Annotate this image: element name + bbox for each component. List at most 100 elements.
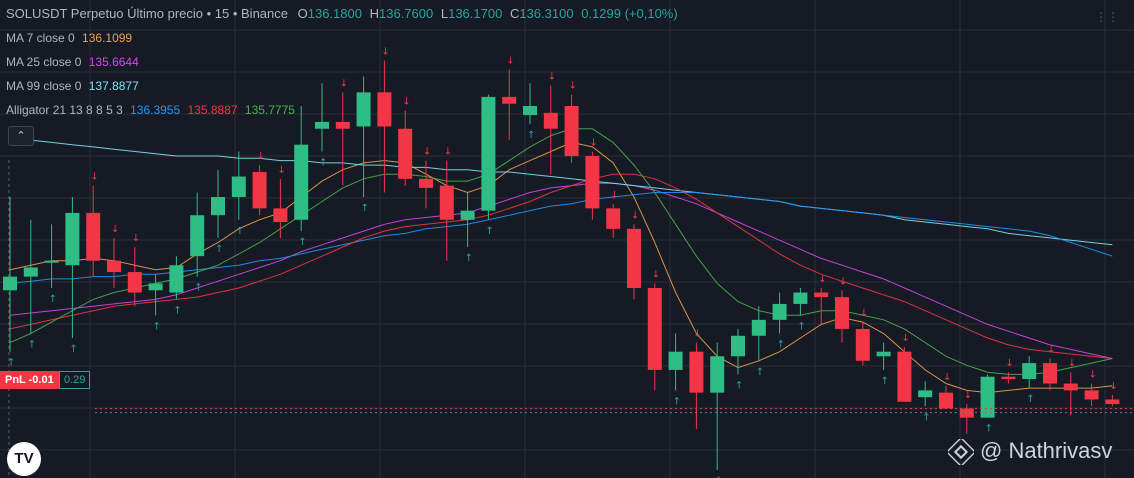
candles <box>3 60 1120 470</box>
alligator-jaw-line <box>9 192 1113 284</box>
symbol-header[interactable]: SOLUSDT Perpetuo Último precio • 15 • Bi… <box>6 6 682 21</box>
sell-arrow-icon: ↓ <box>589 138 597 149</box>
candle-down <box>252 171 267 209</box>
candle-up <box>211 197 225 216</box>
sell-arrow-icon: ↓ <box>1109 381 1117 392</box>
sell-arrow-icon: ↓ <box>1005 358 1013 369</box>
candle-down <box>543 112 558 129</box>
signal-arrows: ↑ ↑ ↑ ↑ ↓ ↓ ↓ ↑ ↑ ↑ ↑ ↑ ↓ ↓ ↑ ↑ ↓ ↑ ↓ ↓ ↓ ↓ ↑ ↑ ↓ ↑ ↓ ↓ ↓ ↓ ↓ ↓ ↑ ↓ ↑ ↑ ↑ ↑ ↑ ↓… <box>7 47 1118 478</box>
buy-arrow-icon: ↑ <box>673 396 681 407</box>
buy-arrow-icon: ↑ <box>985 424 993 435</box>
high-label: H <box>369 6 379 21</box>
indicator-lines <box>9 128 1113 394</box>
candle-up <box>1022 363 1037 379</box>
sell-arrow-icon: ↓ <box>569 81 577 92</box>
candle-down <box>939 392 953 409</box>
buy-arrow-icon: ↑ <box>756 367 764 378</box>
candle-up <box>294 144 309 220</box>
legend-ma99[interactable]: MA 99 close 0 137.8877 <box>6 79 143 93</box>
buy-arrow-icon: ↑ <box>361 203 369 214</box>
candle-down <box>86 212 101 261</box>
buy-arrow-icon: ↑ <box>194 283 202 294</box>
candle-down <box>1001 376 1016 379</box>
drag-handle-icon[interactable]: ⋮⋮ <box>1095 10 1119 24</box>
sell-arrow-icon: ↓ <box>381 47 389 58</box>
sell-arrow-icon: ↓ <box>839 276 847 287</box>
sell-arrow-icon: ↓ <box>132 233 140 244</box>
ma25-line <box>9 182 1113 359</box>
tradingview-logo[interactable]: TV <box>7 442 41 476</box>
sell-arrow-icon: ↓ <box>943 372 951 383</box>
sell-arrow-icon: ↓ <box>402 97 410 108</box>
candle-down <box>814 292 829 298</box>
sell-arrow-icon: ↓ <box>506 56 514 67</box>
candle-up <box>731 335 745 357</box>
candle-down <box>959 408 974 418</box>
high-value: 136.7600 <box>379 6 434 21</box>
buy-arrow-icon: ↑ <box>465 253 473 264</box>
legend-alligator[interactable]: Alligator 21 13 8 8 5 3 136.3955 135.888… <box>6 103 299 117</box>
ma99-value: 137.8877 <box>88 79 139 93</box>
buy-arrow-icon: ↑ <box>881 376 889 387</box>
ma7-line <box>9 141 1113 394</box>
legend-ma7[interactable]: MA 7 close 0 136.1099 <box>6 31 136 45</box>
candle-down <box>1105 399 1120 405</box>
alligator-teeth-line <box>9 173 1113 359</box>
candle-up <box>23 267 38 277</box>
candle-down <box>1063 383 1078 391</box>
candle-up <box>356 92 371 127</box>
sell-arrow-icon: ↓ <box>860 308 868 319</box>
sell-arrow-icon: ↓ <box>964 390 972 401</box>
buy-arrow-icon: ↑ <box>49 294 57 305</box>
candle-down <box>835 297 849 329</box>
sell-arrow-icon: ↓ <box>901 333 909 344</box>
sell-arrow-icon: ↓ <box>610 190 618 201</box>
candle-down <box>127 272 142 293</box>
candle-up <box>231 176 246 197</box>
sell-arrow-icon: ↓ <box>444 147 452 158</box>
low-value: 136.1700 <box>448 6 503 21</box>
candle-up <box>710 356 725 393</box>
candle-down <box>377 92 392 127</box>
collapse-legend-button[interactable]: ⌃ <box>8 126 34 146</box>
buy-arrow-icon: ↑ <box>28 340 36 351</box>
alligator-jaw-value: 136.3955 <box>130 103 181 117</box>
ma99-label: MA 99 close 0 <box>6 79 82 93</box>
ma7-label: MA 7 close 0 <box>6 31 75 45</box>
candle-up <box>751 319 766 336</box>
candle-down <box>606 208 621 229</box>
candle-down <box>502 96 517 104</box>
buy-arrow-icon: ↑ <box>777 340 785 351</box>
pnl-value[interactable]: 0.29 <box>59 371 91 389</box>
watermark-text: @ Nathrivasv <box>980 438 1113 463</box>
candle-down <box>107 260 121 273</box>
binance-icon <box>948 439 974 466</box>
buy-arrow-icon: ↑ <box>173 305 181 316</box>
candle-up <box>481 96 496 211</box>
sell-arrow-icon: ↓ <box>818 274 826 285</box>
symbol-title[interactable]: SOLUSDT Perpetuo Último precio • 15 • Bi… <box>6 6 288 21</box>
ma25-value: 135.6644 <box>88 55 139 69</box>
candle-down <box>1084 390 1099 400</box>
legend-ma25[interactable]: MA 25 close 0 135.6644 <box>6 55 143 69</box>
buy-arrow-icon: ↑ <box>215 244 223 255</box>
buy-arrow-icon: ↑ <box>69 344 77 355</box>
sell-arrow-icon: ↓ <box>423 147 431 158</box>
candle-down <box>419 178 433 188</box>
candle-up <box>44 260 59 263</box>
buy-arrow-icon: ↑ <box>236 226 244 237</box>
candle-down <box>564 106 579 157</box>
pnl-label[interactable]: PnL -0.01 <box>0 371 59 389</box>
candle-up <box>793 292 808 304</box>
candle-down <box>585 156 600 209</box>
sell-arrow-icon: ↓ <box>1047 345 1055 356</box>
alligator-teeth-value: 135.8887 <box>187 103 238 117</box>
candle-down <box>273 208 288 223</box>
candle-up <box>3 276 17 291</box>
sell-arrow-icon: ↓ <box>340 78 348 89</box>
candle-up <box>169 265 184 293</box>
close-label: C <box>509 6 520 21</box>
